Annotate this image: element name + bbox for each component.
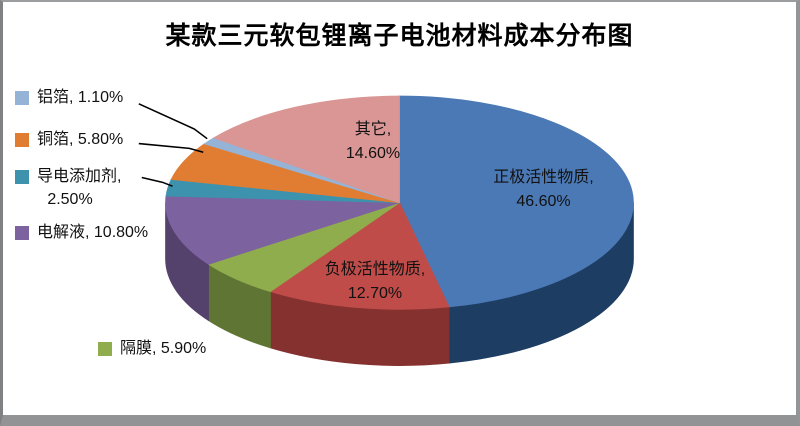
leader-line-copper-foil (138, 142, 204, 154)
legend-key-electrolyte (15, 226, 29, 240)
pie-slice-4 (165, 179, 400, 204)
label-electrolyte: 电解液, 10.80% (15, 222, 148, 244)
label-anode-material: 负极活性物质, 12.70% (295, 258, 455, 306)
label-separator: 隔膜, 5.90% (98, 338, 206, 360)
label-cathode-name: 正极活性物质, (493, 169, 594, 186)
label-other-name: 其它, (354, 121, 392, 138)
label-separator-text: 隔膜, 5.90% (120, 340, 207, 357)
label-conductive-additive-name: 导电添加剂, (37, 168, 122, 185)
pie-side-2 (208, 263, 271, 349)
label-anode-name: 负极活性物质, (324, 261, 426, 278)
leader-line-conductive-additive (141, 176, 173, 187)
label-cathode-value: 46.60% (516, 193, 571, 210)
legend-key-separator (98, 342, 112, 356)
label-copper-foil-text: 铜箔, 5.80% (37, 131, 124, 148)
leader-line-aluminum-foil (138, 103, 208, 140)
label-conductive-additive: 导电添加剂, (15, 166, 121, 188)
label-other-value: 14.60% (345, 145, 401, 162)
chart-title: 某款三元软包锂离子电池材料成本分布图 (165, 21, 634, 50)
pie-side-0 (448, 202, 634, 364)
legend-key-conductive-additive (15, 170, 29, 184)
pie-side-3 (165, 202, 209, 322)
legend-key-aluminum-foil (15, 91, 29, 105)
label-electrolyte-text: 电解液, 10.80% (37, 224, 149, 241)
label-conductive-additive-value: 2.50% (47, 191, 93, 208)
label-anode-value: 12.70% (347, 285, 403, 302)
plot-area: 某款三元软包锂离子电池材料成本分布图 铝箔, 1.10% 铜箔, 5.80% 导… (3, 2, 796, 415)
label-other: 其它, 14.60% (303, 118, 443, 166)
legend-key-copper-foil (15, 133, 29, 147)
pie-slice-3 (165, 195, 400, 265)
label-copper-foil: 铜箔, 5.80% (15, 129, 123, 151)
label-cathode-material: 正极活性物质, 46.60% (451, 166, 636, 214)
label-aluminum-foil: 铝箔, 1.10% (15, 87, 123, 109)
label-aluminum-foil-text: 铝箔, 1.10% (37, 89, 124, 106)
